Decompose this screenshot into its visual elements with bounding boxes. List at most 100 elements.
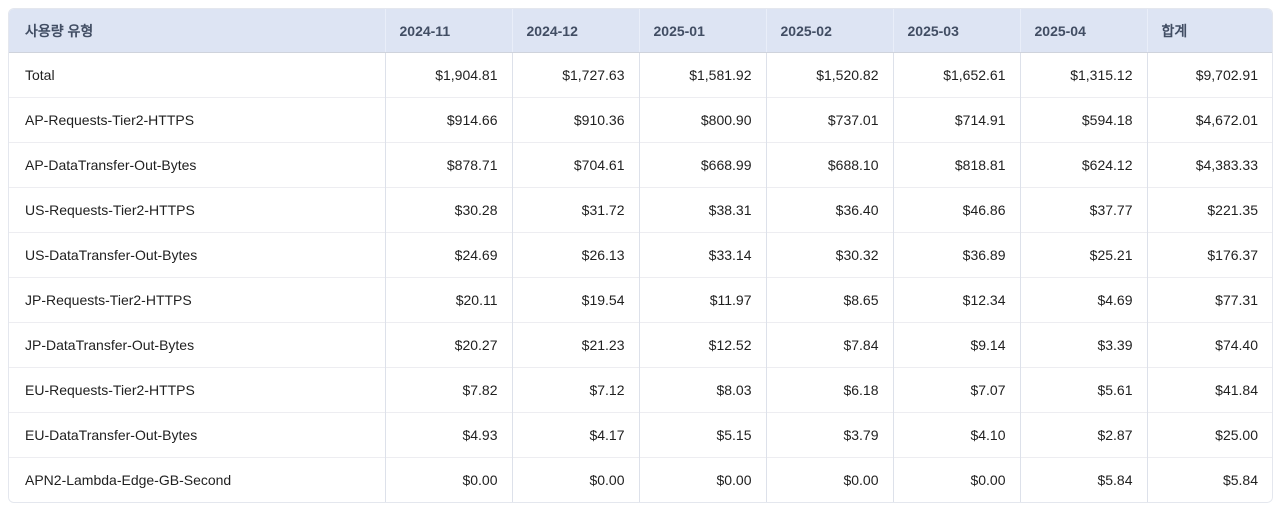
month-value-cell: $36.40 [765,187,893,233]
month-value-cell: $46.86 [892,187,1020,233]
column-header-2025-02: 2025-02 [765,9,893,53]
month-value-cell: $910.36 [511,97,639,143]
month-value-cell: $7.12 [511,367,639,413]
usage-type-cell: Total [9,52,385,98]
table-header-row: 사용량 유형 2024-11 2024-12 2025-01 2025-02 2… [9,9,1272,53]
usage-type-cell: JP-Requests-Tier2-HTTPS [9,277,385,323]
month-value-cell: $5.15 [638,412,766,458]
month-value-cell: $3.39 [1019,322,1147,368]
total-value-cell: $74.40 [1146,322,1272,368]
total-value-cell: $77.31 [1146,277,1272,323]
month-value-cell: $737.01 [765,97,893,143]
table-row: APN2-Lambda-Edge-GB-Second $0.00 $0.00 $0.0… [9,457,1272,502]
table-row: US-DataTransfer-Out-Bytes $24.69 $26.13 $33… [9,232,1272,278]
month-value-cell: $624.12 [1019,142,1147,188]
column-header-2025-04: 2025-04 [1019,9,1147,53]
month-value-cell: $2.87 [1019,412,1147,458]
month-value-cell: $688.10 [765,142,893,188]
month-value-cell: $30.32 [765,232,893,278]
total-value-cell: $4,383.33 [1146,142,1272,188]
usage-type-cell: US-DataTransfer-Out-Bytes [9,232,385,278]
table-body: Total $1,904.81 $1,727.63 $1,581.92 $1,520.8… [9,52,1272,502]
usage-type-cell: US-Requests-Tier2-HTTPS [9,187,385,233]
total-value-cell: $4,672.01 [1146,97,1272,143]
month-value-cell: $1,581.92 [638,52,766,98]
month-value-cell: $878.71 [384,142,512,188]
month-value-cell: $9.14 [892,322,1020,368]
month-value-cell: $1,315.12 [1019,52,1147,98]
month-value-cell: $1,904.81 [384,52,512,98]
month-value-cell: $20.11 [384,277,512,323]
month-value-cell: $11.97 [638,277,766,323]
month-value-cell: $0.00 [765,457,893,502]
total-value-cell: $25.00 [1146,412,1272,458]
table-row: AP-Requests-Tier2-HTTPS $914.66 $910.36 $80… [9,97,1272,143]
column-header-2025-03: 2025-03 [892,9,1020,53]
month-value-cell: $4.93 [384,412,512,458]
month-value-cell: $20.27 [384,322,512,368]
total-value-cell: $41.84 [1146,367,1272,413]
cost-breakdown-table: 사용량 유형 2024-11 2024-12 2025-01 2025-02 2… [9,9,1272,502]
usage-cost-table: 사용량 유형 2024-11 2024-12 2025-01 2025-02 2… [8,8,1273,503]
table-row: EU-DataTransfer-Out-Bytes $4.93 $4.17 $5.15… [9,412,1272,458]
usage-type-cell: AP-DataTransfer-Out-Bytes [9,142,385,188]
column-header-usage-type: 사용량 유형 [9,9,385,53]
month-value-cell: $5.61 [1019,367,1147,413]
month-value-cell: $1,727.63 [511,52,639,98]
month-value-cell: $19.54 [511,277,639,323]
table-row: Total $1,904.81 $1,727.63 $1,581.92 $1,520.8… [9,52,1272,98]
month-value-cell: $4.69 [1019,277,1147,323]
month-value-cell: $8.65 [765,277,893,323]
month-value-cell: $0.00 [384,457,512,502]
column-header-2024-11: 2024-11 [384,9,512,53]
month-value-cell: $4.17 [511,412,639,458]
month-value-cell: $3.79 [765,412,893,458]
month-value-cell: $7.84 [765,322,893,368]
month-value-cell: $0.00 [511,457,639,502]
month-value-cell: $21.23 [511,322,639,368]
table-row: JP-Requests-Tier2-HTTPS $20.11 $19.54 $11.9… [9,277,1272,323]
month-value-cell: $37.77 [1019,187,1147,233]
month-value-cell: $800.90 [638,97,766,143]
month-value-cell: $0.00 [638,457,766,502]
total-value-cell: $221.35 [1146,187,1272,233]
month-value-cell: $4.10 [892,412,1020,458]
total-value-cell: $176.37 [1146,232,1272,278]
table-row: EU-Requests-Tier2-HTTPS $7.82 $7.12 $8.03 $6… [9,367,1272,413]
month-value-cell: $594.18 [1019,97,1147,143]
month-value-cell: $36.89 [892,232,1020,278]
total-value-cell: $5.84 [1146,457,1272,502]
table-row: US-Requests-Tier2-HTTPS $30.28 $31.72 $38.3… [9,187,1272,233]
month-value-cell: $7.82 [384,367,512,413]
month-value-cell: $5.84 [1019,457,1147,502]
total-value-cell: $9,702.91 [1146,52,1272,98]
month-value-cell: $24.69 [384,232,512,278]
month-value-cell: $31.72 [511,187,639,233]
month-value-cell: $26.13 [511,232,639,278]
month-value-cell: $818.81 [892,142,1020,188]
usage-type-cell: JP-DataTransfer-Out-Bytes [9,322,385,368]
column-header-total: 합계 [1146,9,1272,53]
month-value-cell: $38.31 [638,187,766,233]
month-value-cell: $30.28 [384,187,512,233]
table-row: AP-DataTransfer-Out-Bytes $878.71 $704.61 $… [9,142,1272,188]
column-header-2025-01: 2025-01 [638,9,766,53]
month-value-cell: $704.61 [511,142,639,188]
usage-type-cell: EU-DataTransfer-Out-Bytes [9,412,385,458]
month-value-cell: $6.18 [765,367,893,413]
month-value-cell: $668.99 [638,142,766,188]
month-value-cell: $1,520.82 [765,52,893,98]
usage-type-cell: APN2-Lambda-Edge-GB-Second [9,457,385,502]
month-value-cell: $25.21 [1019,232,1147,278]
usage-type-cell: AP-Requests-Tier2-HTTPS [9,97,385,143]
month-value-cell: $714.91 [892,97,1020,143]
column-header-2024-12: 2024-12 [511,9,639,53]
month-value-cell: $33.14 [638,232,766,278]
month-value-cell: $8.03 [638,367,766,413]
month-value-cell: $12.34 [892,277,1020,323]
month-value-cell: $1,652.61 [892,52,1020,98]
month-value-cell: $0.00 [892,457,1020,502]
month-value-cell: $12.52 [638,322,766,368]
month-value-cell: $7.07 [892,367,1020,413]
table-row: JP-DataTransfer-Out-Bytes $20.27 $21.23 $12… [9,322,1272,368]
